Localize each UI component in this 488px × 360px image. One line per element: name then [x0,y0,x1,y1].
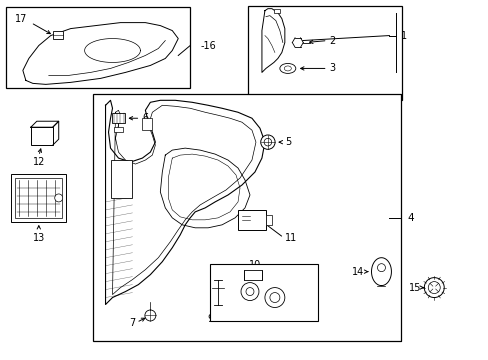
Text: 3: 3 [329,63,335,73]
Bar [273,9,279,13]
Bar [142,118,152,130]
Text: 1: 1 [401,31,407,41]
Text: 10: 10 [248,260,261,270]
Circle shape [269,293,279,302]
Circle shape [264,138,271,146]
Text: 6: 6 [142,113,148,123]
Bar [111,113,125,123]
Circle shape [245,288,253,296]
Ellipse shape [279,63,295,73]
Bar [210,264,317,321]
Bar [53,31,62,39]
Bar [15,178,61,218]
Text: -16: -16 [200,41,216,50]
Bar [11,174,65,222]
Text: 5: 5 [285,137,290,147]
Circle shape [427,282,439,293]
Circle shape [260,135,275,149]
Bar [6,7,190,88]
Text: 2: 2 [329,36,335,46]
Circle shape [264,288,285,307]
Text: 8: 8 [304,283,310,293]
Text: 7: 7 [129,319,135,328]
Text: 9: 9 [206,314,213,324]
Text: 17: 17 [15,14,27,24]
Circle shape [377,264,385,272]
Bar [244,270,262,280]
Text: 14: 14 [351,267,364,276]
Bar [110,160,132,198]
Bar [247,6,402,100]
Ellipse shape [284,66,291,71]
Bar [238,210,265,230]
Text: 12: 12 [33,157,45,167]
Bar [265,215,271,225]
Text: 11: 11 [285,233,297,243]
Text: 15: 15 [408,283,421,293]
Circle shape [55,194,62,202]
Circle shape [144,310,156,321]
Circle shape [241,283,259,301]
Text: 13: 13 [33,233,45,243]
Bar [113,127,123,132]
Circle shape [424,278,443,298]
Text: 4: 4 [407,213,413,223]
Bar [92,94,401,341]
Bar [31,127,53,145]
